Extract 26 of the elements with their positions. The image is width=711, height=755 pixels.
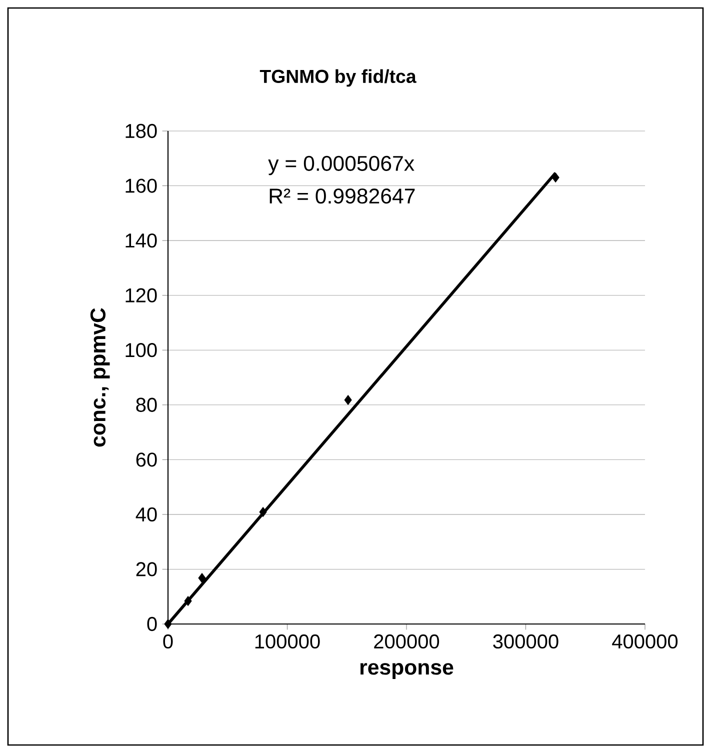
chart-title: TGNMO by fid/tca — [260, 69, 416, 87]
annotation: y = 0.0005067x — [268, 156, 414, 176]
y-tick-label: 180 — [126, 124, 157, 138]
y-tick-label: 140 — [126, 233, 157, 248]
y-tick-label: 100 — [126, 343, 157, 358]
y-tick-label: 40 — [136, 507, 157, 522]
x-tick-label: 400000 — [612, 634, 678, 649]
x-tick-label: 300000 — [493, 634, 558, 649]
x-tick-label: 200000 — [374, 634, 440, 649]
x-axis-title: response — [360, 663, 454, 679]
y-tick-label: 160 — [126, 178, 157, 193]
point — [552, 172, 560, 182]
point — [164, 619, 172, 629]
y-tick-label: 0 — [147, 616, 157, 632]
point — [198, 573, 206, 583]
y-tick-label: 20 — [136, 562, 157, 576]
point — [344, 395, 352, 405]
point — [184, 596, 192, 606]
y-tick-label: 80 — [136, 398, 157, 412]
y-tick-label: 120 — [126, 288, 157, 302]
y-axis-title: conc., ppmvC — [90, 308, 110, 447]
point — [259, 507, 267, 517]
y-tick-label: 60 — [136, 452, 157, 467]
annotation: R² = 0.9982647 — [270, 188, 415, 204]
x-tick-label: 0 — [163, 634, 173, 649]
x-tick-label: 100000 — [255, 634, 320, 649]
